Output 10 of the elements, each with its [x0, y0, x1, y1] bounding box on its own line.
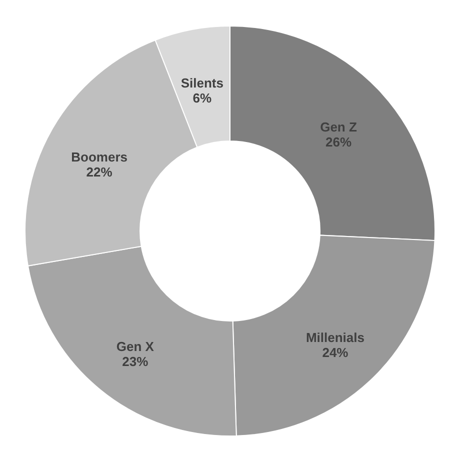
slice-label: Millenials: [306, 330, 365, 345]
data-label: 6%: [192, 90, 212, 106]
slice-label: Silents: [180, 76, 224, 91]
slice-label: Gen X: [116, 339, 154, 354]
data-label: 22%: [86, 164, 113, 180]
slice-label: Gen Z: [320, 119, 357, 134]
slice-label: Boomers: [71, 149, 128, 164]
data-label: 23%: [122, 354, 149, 370]
data-label: 26%: [325, 134, 352, 150]
data-label: 24%: [322, 344, 349, 360]
